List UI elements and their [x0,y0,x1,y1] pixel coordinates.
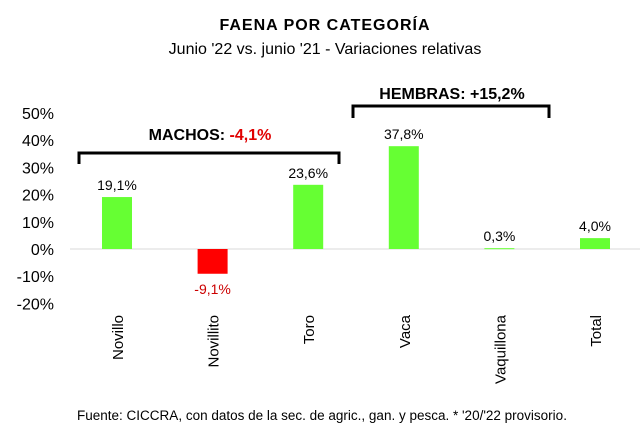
data-label: 19,1% [97,177,137,193]
hembras-label-text: HEMBRAS: [379,86,470,103]
bar-total [580,238,610,249]
y-tick-label: 50% [22,106,54,123]
y-tick-label: -10% [17,269,54,286]
machos-label-text: MACHOS: [149,127,230,144]
data-label: -9,1% [194,281,231,297]
category-label: Vaca [397,314,414,348]
chart-title: FAENA POR CATEGORÍA [219,15,430,34]
category-label: Toro [301,315,318,344]
y-tick-label: 30% [22,160,54,177]
y-tick-label: 0% [31,242,54,259]
bar-novillito [197,249,228,274]
bar-novillo [102,197,132,249]
machos-label: MACHOS: -4,1% [149,127,272,144]
category-label: Total [588,315,605,347]
y-tick-label: 10% [22,215,54,232]
hembras-label: HEMBRAS: +15,2% [379,86,524,103]
data-label: 4,0% [579,218,611,234]
bar-toro [293,184,324,249]
y-tick-label: 40% [22,133,54,150]
bar-vaca [388,146,419,249]
data-label: 23,6% [288,165,328,181]
source-note: Fuente: CICCRA, con datos de la sec. de … [77,408,567,423]
data-label: 37,8% [384,126,424,142]
category-label: Novillo [110,315,127,360]
category-label: Vaquillona [492,314,509,384]
hembras-bracket [351,104,551,118]
category-label: Novillito [206,315,223,368]
hembras-value: +15,2% [470,86,525,103]
machos-value: -4,1% [230,127,272,144]
chart-subtitle: Junio '22 vs. junio '21 - Variaciones re… [169,41,482,58]
data-label: 0,3% [483,228,515,244]
y-tick-label: 20% [22,188,54,205]
bar-vaquillona [484,248,515,250]
y-tick-label: -20% [17,296,54,313]
machos-bracket [77,151,341,164]
